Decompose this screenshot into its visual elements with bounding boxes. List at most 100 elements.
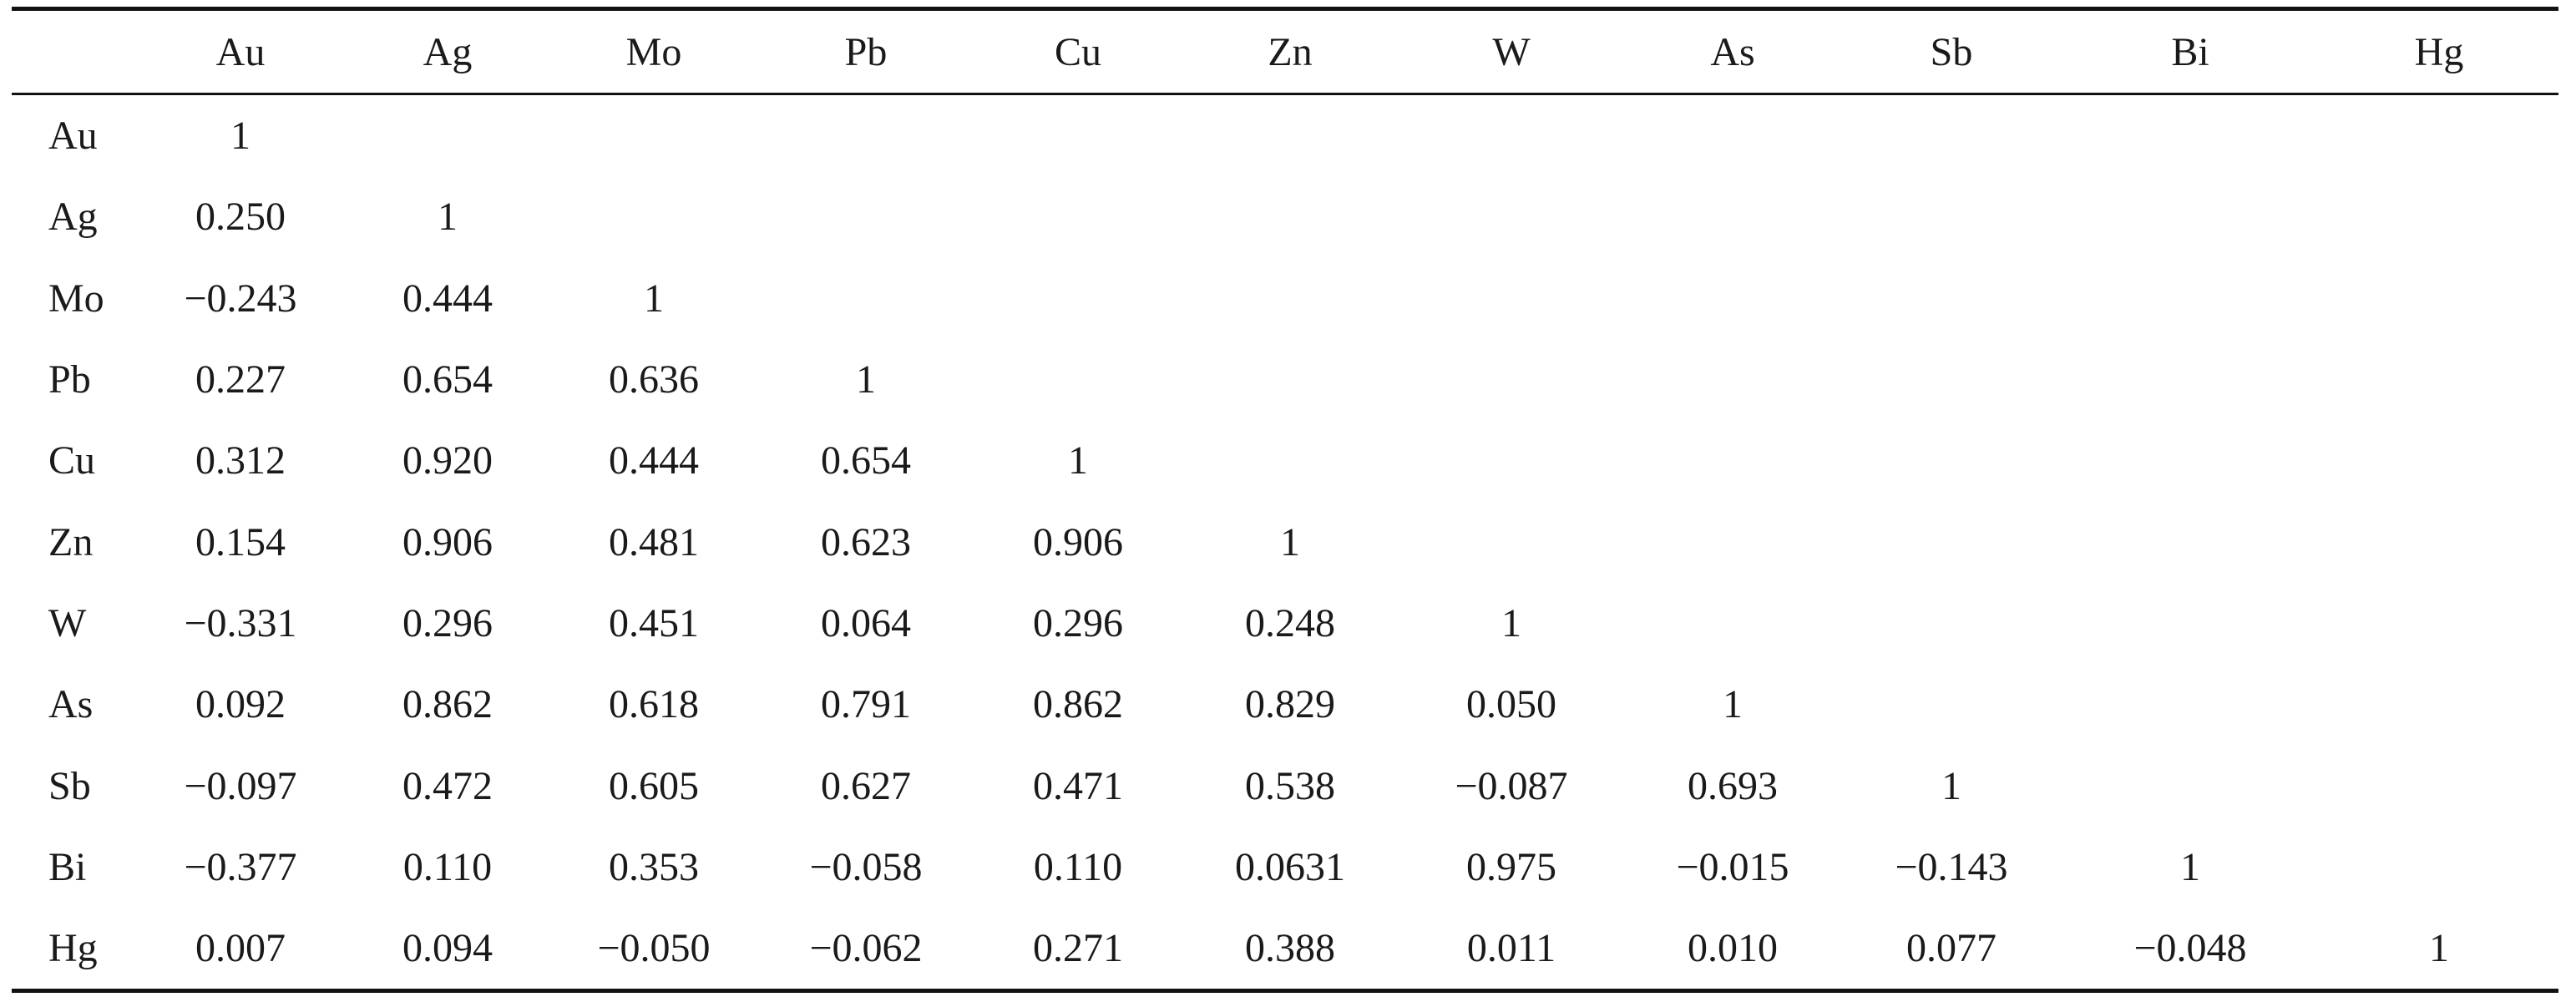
cell-sb-w: −0.087 <box>1455 763 1568 808</box>
cell-sb-cu: 0.471 <box>1033 763 1123 808</box>
cell-cu-zn <box>1181 420 1399 501</box>
table-row-as: As 0.092 0.862 0.618 0.791 0.862 0.829 0.050 1 <box>12 664 2558 745</box>
cell-au-hg <box>2320 95 2558 176</box>
cell-pb-au: 0.227 <box>195 357 286 402</box>
row-label-w: W <box>48 600 87 645</box>
cell-ag-au: 0.250 <box>195 195 286 240</box>
cell-zn-w <box>1399 501 1623 582</box>
table-header: Au Ag Mo Pb Cu Zn W As Sb Bi Hg <box>12 11 2558 93</box>
cell-hg-au: 0.007 <box>195 926 286 971</box>
cell-bi-bi: 1 <box>2180 844 2200 889</box>
cell-ag-w <box>1399 176 1623 257</box>
cell-as-zn: 0.829 <box>1245 682 1335 727</box>
header-row: Au Ag Mo Pb Cu Zn W As Sb Bi Hg <box>12 11 2558 93</box>
cell-sb-bi <box>2061 745 2320 826</box>
column-header-mo: Mo <box>625 29 682 74</box>
cell-cu-bi <box>2061 420 2320 501</box>
cell-au-mo <box>551 95 757 176</box>
cell-au-sb <box>1842 95 2061 176</box>
column-header-bi: Bi <box>2171 29 2209 74</box>
cell-mo-as <box>1623 258 1842 339</box>
cell-bi-au: −0.377 <box>184 844 297 889</box>
table-row-zn: Zn 0.154 0.906 0.481 0.623 0.906 1 <box>12 501 2558 582</box>
cell-as-sb <box>1842 664 2061 745</box>
cell-bi-zn: 0.0631 <box>1235 844 1345 889</box>
cell-mo-ag: 0.444 <box>402 276 493 321</box>
cell-w-cu: 0.296 <box>1033 600 1123 645</box>
cell-w-hg <box>2320 583 2558 664</box>
cell-bi-ag: 0.110 <box>402 844 493 889</box>
cell-zn-mo: 0.481 <box>609 519 699 564</box>
cell-zn-zn: 1 <box>1280 519 1300 564</box>
cell-pb-mo: 0.636 <box>609 357 699 402</box>
cell-pb-pb: 1 <box>856 357 876 402</box>
cell-hg-bi: −0.048 <box>2133 926 2247 971</box>
cell-au-pb <box>757 95 975 176</box>
table-row-cu: Cu 0.312 0.920 0.444 0.654 1 <box>12 420 2558 501</box>
cell-bi-pb: −0.058 <box>809 844 923 889</box>
cell-as-as: 1 <box>1723 682 1743 727</box>
cell-cu-pb: 0.654 <box>821 438 911 483</box>
column-header-au: Au <box>215 29 266 74</box>
table-body: Au 1 Ag 0.250 1 Mo −0.243 0.444 1 Pb 0.227 0.654 0.6… <box>12 95 2558 989</box>
table-row-sb: Sb −0.097 0.472 0.605 0.627 0.471 0.538 −0.087 0… <box>12 745 2558 826</box>
cell-pb-zn <box>1181 339 1399 420</box>
cell-sb-as: 0.693 <box>1688 763 1778 808</box>
cell-zn-bi <box>2061 501 2320 582</box>
cell-cu-hg <box>2320 420 2558 501</box>
cell-as-cu: 0.862 <box>1033 682 1123 727</box>
cell-zn-ag: 0.906 <box>402 519 493 564</box>
cell-au-zn <box>1181 95 1399 176</box>
cell-zn-hg <box>2320 501 2558 582</box>
cell-ag-cu <box>975 176 1181 257</box>
cell-as-pb: 0.791 <box>821 682 911 727</box>
cell-as-hg <box>2320 664 2558 745</box>
column-header-cu: Cu <box>1054 29 1101 74</box>
cell-mo-sb <box>1842 258 2061 339</box>
correlation-table-body: Au 1 Ag 0.250 1 Mo −0.243 0.444 1 Pb 0.227 0.654 0.6… <box>12 95 2558 989</box>
cell-zn-sb <box>1842 501 2061 582</box>
cell-hg-sb: 0.077 <box>1906 926 1997 971</box>
cell-ag-as <box>1623 176 1842 257</box>
column-header-w: W <box>1492 29 1531 74</box>
column-header-zn: Zn <box>1268 29 1313 74</box>
cell-mo-pb <box>757 258 975 339</box>
cell-as-ag: 0.862 <box>402 682 493 727</box>
cell-sb-mo: 0.605 <box>609 763 699 808</box>
cell-zn-pb: 0.623 <box>821 519 911 564</box>
cell-pb-as <box>1623 339 1842 420</box>
table-row-w: W −0.331 0.296 0.451 0.064 0.296 0.248 1 <box>12 583 2558 664</box>
cell-cu-as <box>1623 420 1842 501</box>
cell-zn-au: 0.154 <box>195 519 286 564</box>
cell-hg-as: 0.010 <box>1688 926 1778 971</box>
cell-pb-sb <box>1842 339 2061 420</box>
cell-ag-pb <box>757 176 975 257</box>
table-header-rule <box>12 93 2558 95</box>
column-header-sb: Sb <box>1930 29 1973 74</box>
table-row-mo: Mo −0.243 0.444 1 <box>12 258 2558 339</box>
cell-sb-zn: 0.538 <box>1245 763 1335 808</box>
cell-pb-bi <box>2061 339 2320 420</box>
cell-as-bi <box>2061 664 2320 745</box>
column-header-as: As <box>1710 29 1755 74</box>
cell-w-sb <box>1842 583 2061 664</box>
cell-w-pb: 0.064 <box>821 600 911 645</box>
cell-w-as <box>1623 583 1842 664</box>
cell-pb-w <box>1399 339 1623 420</box>
table-row-ag: Ag 0.250 1 <box>12 176 2558 257</box>
cell-hg-hg: 1 <box>2429 926 2449 971</box>
cell-ag-sb <box>1842 176 2061 257</box>
cell-sb-pb: 0.627 <box>821 763 911 808</box>
cell-hg-cu: 0.271 <box>1033 926 1123 971</box>
cell-w-mo: 0.451 <box>609 600 699 645</box>
cell-as-au: 0.092 <box>195 682 286 727</box>
cell-zn-as <box>1623 501 1842 582</box>
cell-w-bi <box>2061 583 2320 664</box>
cell-bi-sb: −0.143 <box>1895 844 2008 889</box>
cell-mo-hg <box>2320 258 2558 339</box>
cell-w-ag: 0.296 <box>402 600 493 645</box>
cell-mo-au: −0.243 <box>184 276 297 321</box>
cell-au-as <box>1623 95 1842 176</box>
cell-ag-hg <box>2320 176 2558 257</box>
cell-cu-w <box>1399 420 1623 501</box>
